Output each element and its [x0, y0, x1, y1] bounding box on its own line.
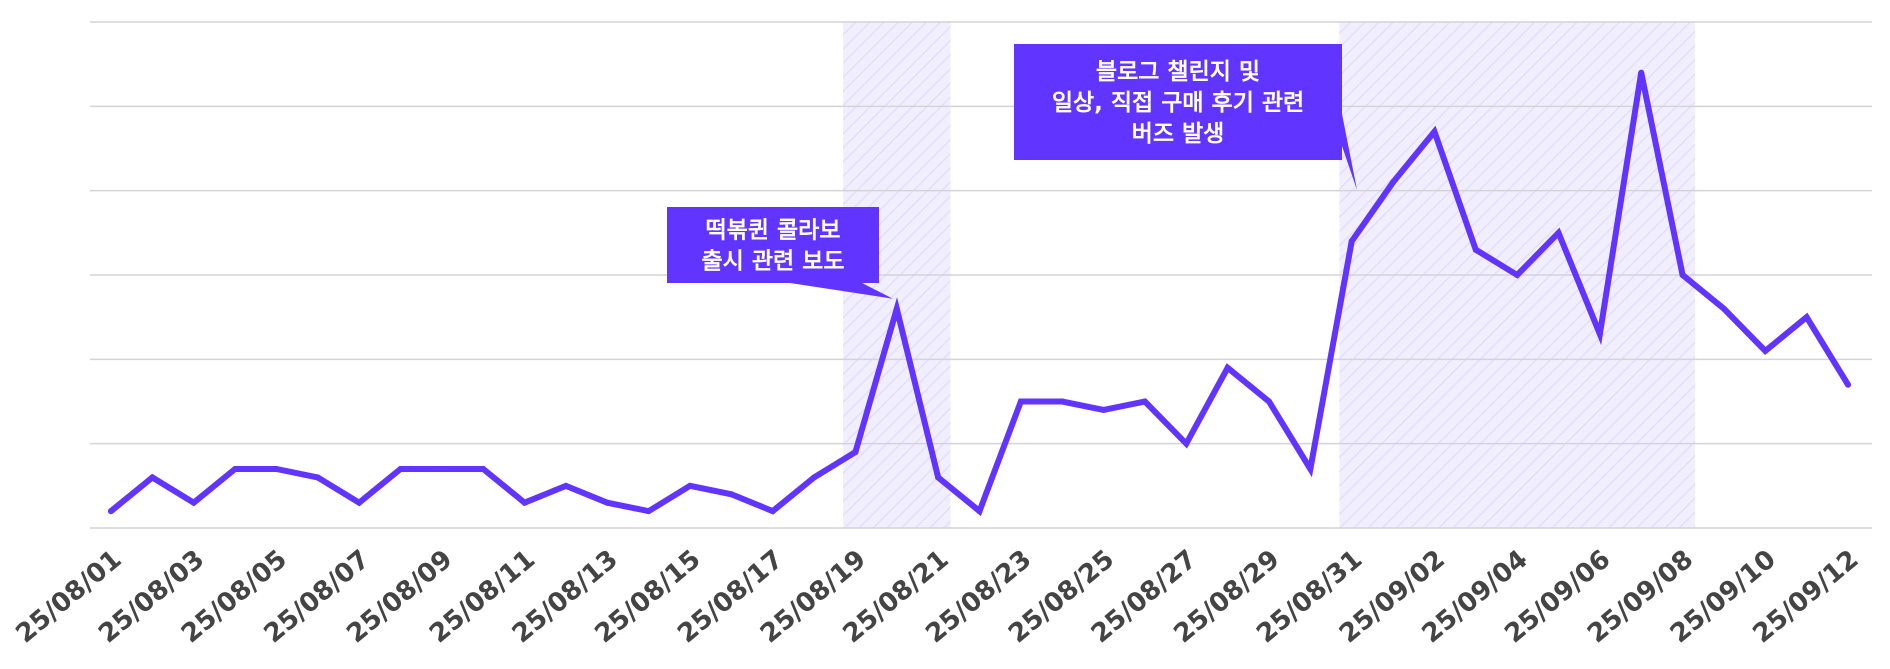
data-point-25/09/06 — [1596, 331, 1603, 338]
annotation-text-2: 블로그 챌린지 및 — [1096, 59, 1260, 85]
data-point-25/08/06 — [314, 474, 321, 481]
data-point-25/08/28 — [1224, 364, 1231, 371]
data-point-25/08/08 — [397, 465, 404, 472]
data-point-25/08/21 — [935, 474, 942, 481]
data-point-25/08/13 — [604, 499, 611, 506]
data-point-25/08/09 — [438, 465, 445, 472]
data-point-25/08/26 — [1141, 398, 1148, 405]
data-point-25/09/08 — [1679, 272, 1686, 278]
data-point-25/08/03 — [190, 499, 197, 506]
data-point-25/08/23 — [1017, 398, 1024, 405]
data-point-25/08/01 — [108, 508, 114, 515]
data-point-25/08/15 — [687, 482, 693, 489]
annotation-box-1 — [667, 207, 879, 283]
data-point-25/08/22 — [976, 508, 983, 515]
x-axis: 25/08/0125/08/0325/08/0525/08/0725/08/09… — [11, 544, 1865, 649]
data-point-25/08/27 — [1183, 440, 1190, 447]
series-layer — [108, 69, 1851, 517]
annotation-text-2: 버즈 발생 — [1132, 121, 1225, 147]
data-point-25/09/12 — [1845, 381, 1851, 388]
annotation-text-1: 출시 관련 보도 — [702, 249, 845, 275]
annotation-text-1: 떡볶퀸 콜라보 — [706, 218, 841, 244]
data-point-25/08/10 — [480, 465, 487, 472]
annotation-pointer-1 — [790, 283, 893, 299]
data-point-25/08/04 — [232, 465, 239, 472]
data-point-25/08/19 — [852, 449, 859, 456]
data-point-25/08/14 — [645, 508, 652, 515]
annotation-box-2 — [1014, 44, 1342, 160]
data-point-25/09/11 — [1803, 314, 1810, 321]
data-point-25/08/18 — [811, 474, 818, 481]
data-point-25/09/02 — [1431, 128, 1438, 135]
data-point-25/08/17 — [769, 508, 776, 515]
data-point-25/08/12 — [562, 482, 569, 489]
data-point-25/08/30 — [1307, 465, 1314, 472]
data-point-25/08/29 — [1266, 398, 1272, 405]
data-point-25/08/05 — [273, 465, 280, 472]
annotation-pointer-2 — [1342, 114, 1358, 191]
data-point-25/08/02 — [149, 474, 156, 481]
data-point-25/08/16 — [728, 491, 735, 498]
data-point-25/09/03 — [1472, 246, 1479, 253]
data-point-25/09/04 — [1514, 272, 1521, 278]
data-point-25/09/09 — [1720, 305, 1727, 312]
data-point-25/09/05 — [1555, 229, 1562, 236]
data-point-25/08/31 — [1348, 238, 1355, 245]
data-point-25/08/20 — [893, 305, 900, 312]
data-point-25/08/07 — [356, 499, 363, 506]
data-point-25/09/10 — [1762, 347, 1769, 354]
annotation-text-2: 일상, 직접 구매 후기 관련 — [1052, 90, 1304, 116]
data-point-25/09/01 — [1390, 179, 1397, 186]
data-point-25/08/25 — [1100, 406, 1107, 413]
data-point-25/09/07 — [1638, 69, 1645, 76]
data-point-25/08/11 — [521, 499, 528, 506]
data-point-25/08/24 — [1059, 398, 1066, 405]
